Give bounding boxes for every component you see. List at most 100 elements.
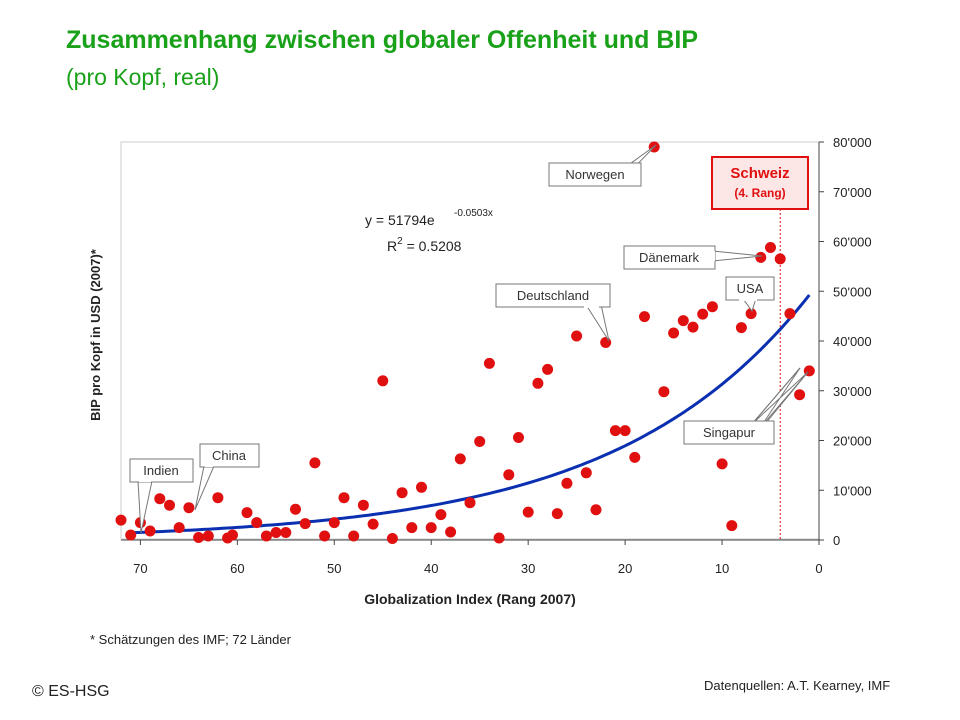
data-point [290, 503, 301, 515]
x-tick-label: 40 [424, 561, 438, 576]
data-point [251, 517, 263, 529]
data-point [115, 514, 127, 526]
data-point [241, 507, 253, 519]
data-point [735, 322, 747, 334]
data-point [532, 377, 544, 389]
data-point [493, 532, 505, 544]
data-point [125, 529, 137, 541]
data-point [677, 315, 689, 327]
x-tick-label: 10 [715, 561, 729, 576]
callout-label: Norwegen [565, 167, 624, 182]
y-tick-label: 0 [833, 533, 840, 548]
data-point [309, 457, 321, 469]
callout-label: Indien [143, 463, 178, 478]
data-point [503, 469, 515, 481]
callout-deutschland: Deutschland [495, 283, 611, 342]
x-tick-label: 50 [327, 561, 341, 576]
x-tick-label: 70 [133, 561, 147, 576]
callout-label: Deutschland [517, 288, 589, 303]
data-point [338, 492, 350, 504]
callout-daenemark: Dänemark [623, 245, 763, 270]
callout-label: China [212, 448, 247, 463]
data-point [513, 432, 524, 443]
data-point [193, 532, 205, 543]
data-point [280, 527, 292, 538]
chart-title: Zusammenhang zwischen globaler Offenheit… [66, 26, 699, 54]
callout-schweiz: Schweiz (4. Rang) [711, 156, 809, 210]
data-point [357, 499, 369, 511]
data-point [726, 520, 738, 532]
data-point [474, 436, 486, 447]
data-point [260, 530, 272, 542]
callout-label: Dänemark [639, 250, 699, 265]
data-point [483, 357, 495, 369]
data-point [183, 502, 195, 514]
data-point [668, 327, 680, 339]
footnote: * Schätzungen des IMF; 72 Länder [90, 632, 291, 647]
equation-text: y = 51794e [365, 212, 435, 228]
data-point [745, 308, 757, 320]
data-point [144, 525, 156, 537]
data-point [299, 518, 311, 530]
data-point [784, 308, 796, 320]
highlight-rank: (4. Rang) [734, 186, 785, 200]
data-point [202, 530, 214, 542]
y-tick-label: 30'000 [833, 384, 872, 399]
data-point [580, 467, 592, 479]
data-point [590, 504, 602, 516]
y-tick-label: 10'000 [833, 483, 872, 498]
y-tick-label: 50'000 [833, 284, 872, 299]
x-axis-title: Globalization Index (Rang 2007) [364, 591, 576, 607]
data-point [227, 529, 238, 541]
highlight-label: Schweiz [730, 165, 789, 182]
data-point [629, 451, 641, 463]
data-point [687, 321, 699, 333]
data-point [445, 526, 457, 538]
chart-subtitle: (pro Kopf, real) [66, 64, 220, 90]
data-point [619, 425, 631, 437]
data-points [115, 141, 815, 544]
y-tick-label: 80'000 [833, 135, 872, 150]
data-point [377, 375, 389, 387]
x-tick-label: 60 [230, 561, 244, 576]
callout-usa: USA [725, 276, 775, 313]
data-point [522, 506, 534, 518]
callout-norwegen: Norwegen [548, 144, 657, 187]
data-point [173, 522, 185, 534]
y-axis-title: BIP pro Kopf in USD (2007)* [88, 248, 103, 421]
data-point [154, 493, 166, 505]
data-point [319, 530, 331, 542]
x-tick-label: 20 [618, 561, 632, 576]
y-tick-label: 40'000 [833, 334, 872, 349]
callout-label: USA [737, 281, 764, 296]
data-point [454, 453, 466, 465]
plot-area [120, 141, 820, 540]
data-point [639, 311, 650, 323]
data-point [774, 253, 786, 265]
data-point [386, 533, 398, 544]
data-point [328, 517, 340, 529]
data-point [425, 522, 437, 534]
y-tick-label: 70'000 [833, 185, 872, 200]
data-point [794, 389, 806, 401]
data-point [542, 363, 554, 375]
copyright: © ES-HSG [32, 683, 110, 700]
highlight-box [711, 156, 809, 210]
data-point [706, 301, 718, 313]
x-tick-label: 30 [521, 561, 535, 576]
data-point [571, 330, 583, 342]
x-axis-ticks: 70 60 50 40 30 20 10 0 [133, 540, 823, 576]
y-axis-ticks: 0 10'000 20'000 30'000 40'000 50'000 60'000 70'… [819, 135, 872, 548]
y-tick-label: 20'000 [833, 434, 872, 449]
data-point [406, 522, 418, 534]
y-tick-label: 60'000 [833, 235, 872, 250]
data-point [464, 497, 476, 509]
data-point [212, 492, 224, 504]
data-point [367, 518, 379, 530]
data-sources: Datenquellen: A.T. Kearney, IMF [704, 678, 891, 693]
callout-china: China [194, 443, 260, 511]
data-point [435, 509, 447, 521]
x-tick-label: 0 [815, 561, 822, 576]
data-point [716, 458, 728, 470]
